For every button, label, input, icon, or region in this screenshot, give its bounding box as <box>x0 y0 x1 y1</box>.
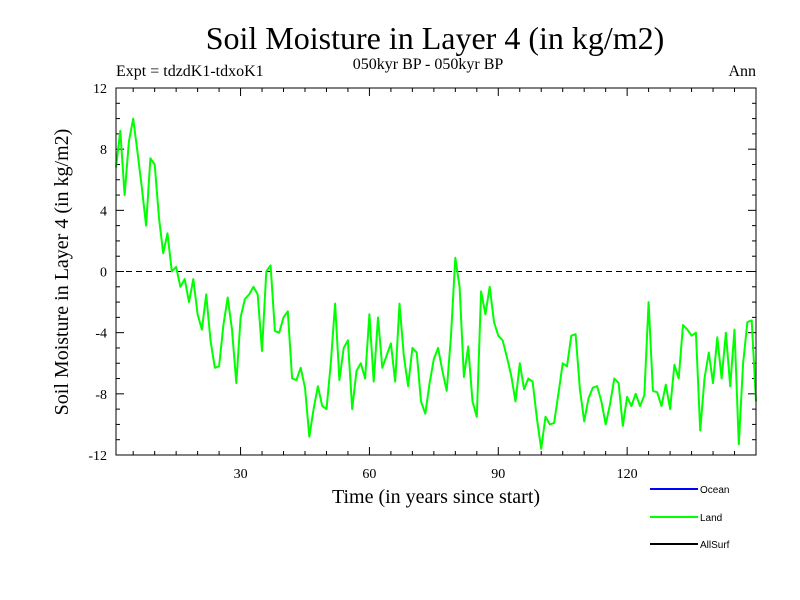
x-tick-label: 90 <box>491 467 505 482</box>
x-tick-label: 120 <box>617 467 638 482</box>
y-tick-label: 8 <box>100 143 107 158</box>
y-tick-label: -8 <box>95 388 107 403</box>
legend-label-allsurf: AllSurf <box>700 540 730 551</box>
series-line-land <box>115 117 757 450</box>
y-tick-label: 0 <box>100 266 107 281</box>
x-tick-label: 60 <box>362 467 376 482</box>
x-tick-label: 30 <box>234 467 248 482</box>
legend: Ocean Land AllSurf <box>650 485 730 551</box>
axis-tick-labels: -12 -8 -4 0 4 8 12 30 60 90 120 <box>88 82 637 482</box>
chart-subtitle: 050kyr BP - 050kyr BP <box>353 56 504 73</box>
y-tick-label: -4 <box>95 327 107 342</box>
plot-area-frame <box>115 87 757 456</box>
y-tick-label: -12 <box>88 449 107 464</box>
legend-label-ocean: Ocean <box>700 485 729 496</box>
y-tick-label: 4 <box>100 204 107 219</box>
y-axis-label: Soil Moisture in Layer 4 (in kg/m2) <box>51 129 73 416</box>
y-tick-label: 12 <box>93 82 107 97</box>
legend-label-land: Land <box>700 513 722 524</box>
x-axis-label: Time (in years since start) <box>332 486 540 508</box>
chart-title: Soil Moisture in Layer 4 (in kg/m2) <box>206 20 665 56</box>
season-label: Ann <box>728 63 756 80</box>
experiment-label: Expt = tdzdK1-tdxoK1 <box>116 63 264 80</box>
